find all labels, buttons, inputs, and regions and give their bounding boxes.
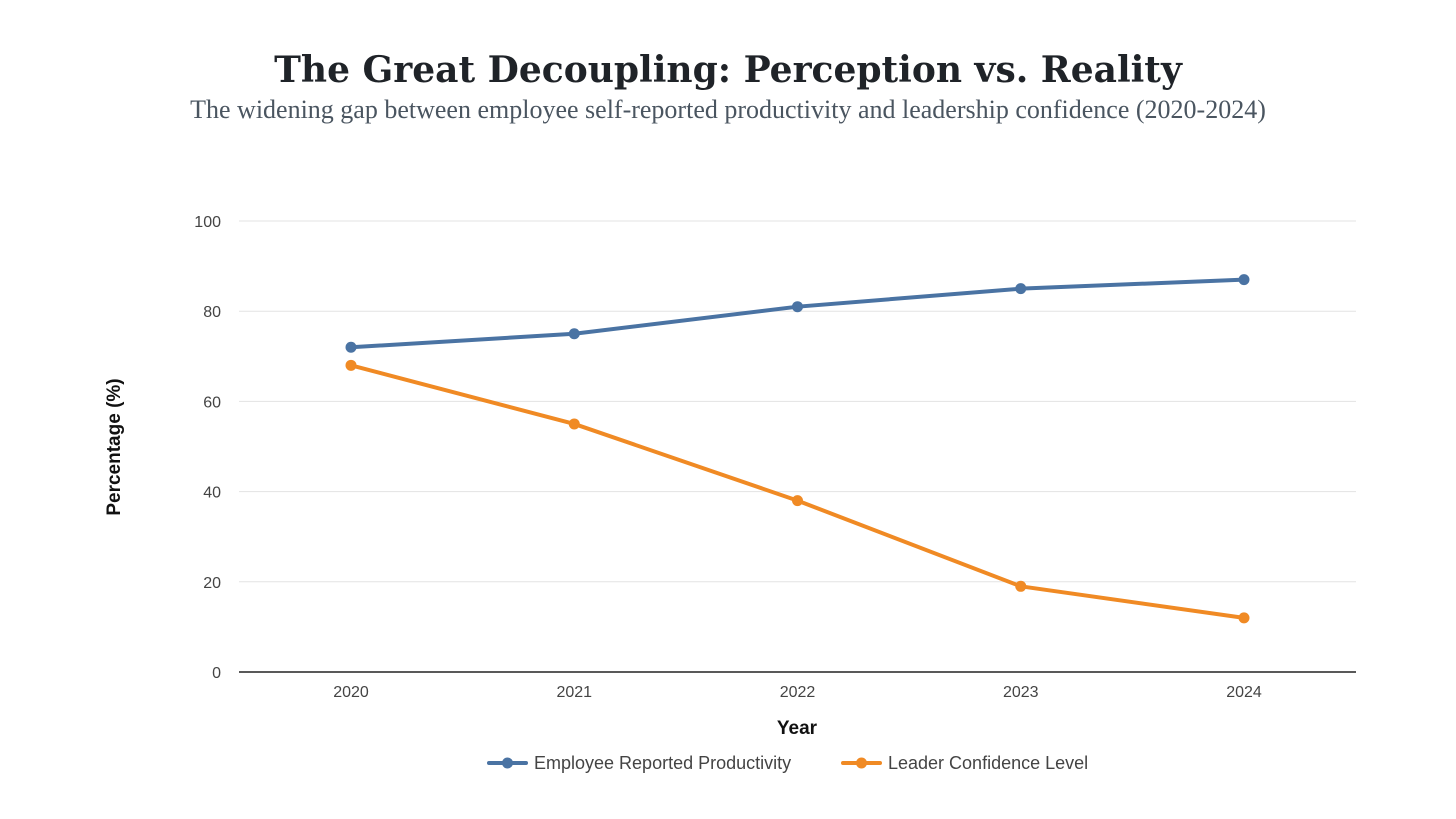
series-lines	[345, 274, 1250, 624]
legend-label: Leader Confidence Level	[888, 753, 1088, 773]
legend: Employee Reported Productivity Leader Con…	[487, 753, 1088, 773]
y-tick-label: 40	[203, 485, 221, 502]
data-point[interactable]	[345, 359, 357, 371]
x-tick-label: 2022	[780, 684, 816, 701]
y-tick-label: 60	[203, 394, 221, 411]
y-tick-label: 100	[194, 214, 221, 231]
y-tick-labels: 0 20 40 60 80 100	[194, 214, 221, 682]
x-tick-labels: 2020 2021 2022 2023 2024	[333, 684, 1262, 701]
data-point[interactable]	[568, 328, 580, 340]
data-point[interactable]	[792, 495, 803, 507]
data-point[interactable]	[1015, 580, 1027, 592]
legend-item[interactable]: Leader Confidence Level	[841, 753, 1088, 773]
series-1	[345, 359, 1250, 624]
data-point[interactable]	[345, 341, 357, 353]
x-tick-label: 2020	[333, 684, 369, 701]
y-axis-title: Percentage (%)	[104, 378, 125, 515]
data-point[interactable]	[1238, 274, 1250, 286]
x-tick-label: 2024	[1226, 684, 1262, 701]
gridlines	[239, 220, 1356, 583]
legend-swatch-marker	[856, 757, 867, 769]
y-tick-label: 80	[203, 304, 221, 321]
data-point[interactable]	[1015, 283, 1027, 295]
y-tick-label: 0	[212, 665, 221, 682]
legend-label: Employee Reported Productivity	[534, 753, 791, 773]
chart-title: The Great Decoupling: Perception vs. Rea…	[274, 49, 1182, 91]
x-tick-label: 2021	[556, 684, 592, 701]
series-0	[345, 274, 1250, 353]
data-point[interactable]	[1238, 612, 1250, 624]
series-line	[349, 277, 1246, 350]
chart-subtitle: The widening gap between employee self-r…	[190, 95, 1266, 124]
data-point[interactable]	[568, 418, 580, 430]
legend-item[interactable]: Employee Reported Productivity	[487, 753, 791, 773]
y-tick-label: 20	[203, 575, 221, 592]
legend-swatch-marker	[502, 757, 513, 769]
x-tick-label: 2023	[1003, 684, 1039, 701]
data-point[interactable]	[792, 301, 803, 313]
x-axis-title: Year	[777, 718, 818, 739]
